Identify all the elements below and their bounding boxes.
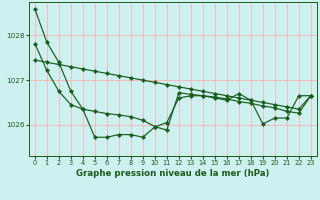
X-axis label: Graphe pression niveau de la mer (hPa): Graphe pression niveau de la mer (hPa) xyxy=(76,169,269,178)
